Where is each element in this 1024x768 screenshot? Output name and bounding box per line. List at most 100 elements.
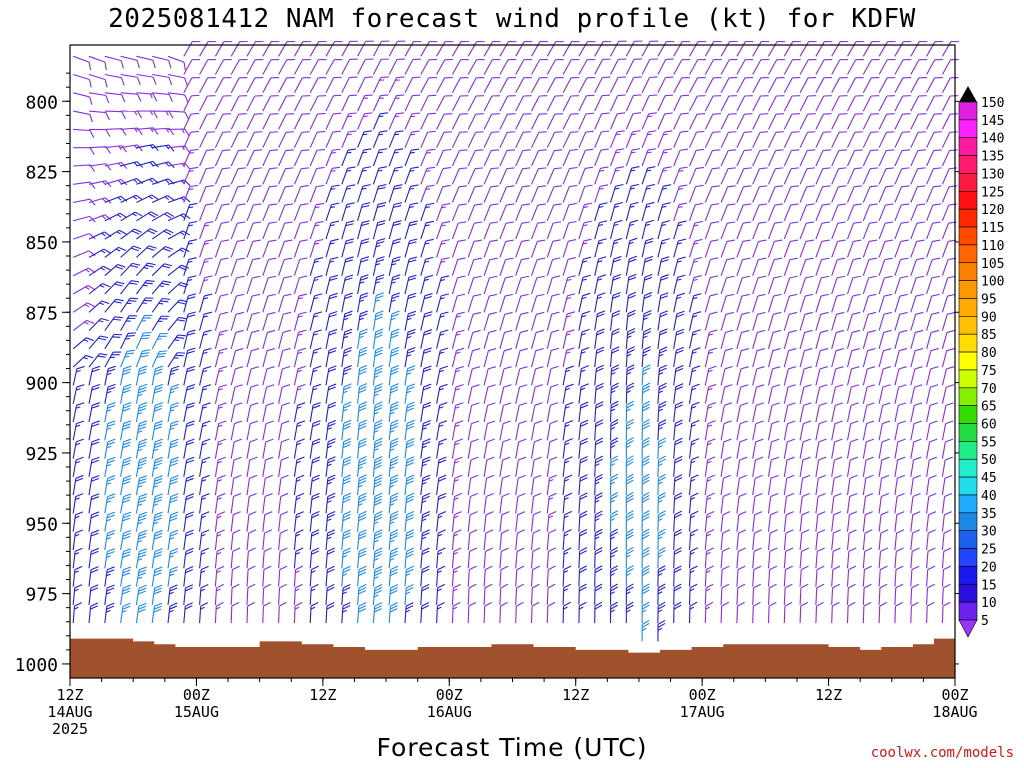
barb-flag xyxy=(343,440,351,446)
wind-barb xyxy=(704,474,715,496)
wind-barb xyxy=(420,202,435,221)
wind-barb xyxy=(625,183,640,203)
barb-flag xyxy=(311,532,320,537)
wind-barb xyxy=(562,365,575,386)
barb-flag xyxy=(570,95,579,97)
terrain xyxy=(70,638,955,678)
barb-flag xyxy=(390,422,399,427)
barb-flag xyxy=(626,364,635,369)
wind-barb xyxy=(483,529,494,551)
barb-flag xyxy=(658,419,667,424)
wind-barb xyxy=(562,329,575,349)
barb-flag xyxy=(302,41,311,43)
wind-barb xyxy=(515,474,526,496)
barb-flag xyxy=(523,77,532,79)
barb-flag xyxy=(389,480,398,485)
wind-barb xyxy=(530,275,545,295)
wind-barb xyxy=(73,181,96,189)
wind-barb xyxy=(341,328,353,349)
wind-barb xyxy=(72,384,85,404)
wind-barb xyxy=(641,40,659,57)
wind-barb xyxy=(404,58,421,75)
barb-half-flag xyxy=(202,351,208,355)
barb-half-flag xyxy=(565,387,570,391)
barb-flag xyxy=(122,517,131,522)
barb-staff xyxy=(404,77,414,94)
barb-flag xyxy=(381,40,390,42)
barb-flag xyxy=(626,400,635,406)
barb-flag xyxy=(312,423,321,427)
barb-flag xyxy=(390,407,398,412)
wind-barb xyxy=(562,383,574,404)
barb-flag xyxy=(663,148,673,151)
wind-barb xyxy=(388,584,399,605)
barb-staff xyxy=(451,95,461,112)
wind-barb xyxy=(688,510,699,532)
barb-flag xyxy=(184,162,191,170)
wind-barb xyxy=(120,110,143,119)
wind-barb xyxy=(325,220,340,240)
barb-flag xyxy=(311,514,320,519)
barb-flag xyxy=(473,257,482,261)
barb-flag xyxy=(519,348,528,352)
barb-half-flag xyxy=(690,478,696,482)
wind-barb xyxy=(673,455,683,477)
barb-staff xyxy=(262,405,267,423)
wind-barb xyxy=(293,239,308,258)
barb-flag xyxy=(148,245,157,249)
wind-barb xyxy=(499,203,515,222)
barb-flag xyxy=(278,601,287,607)
wind-barb xyxy=(594,364,605,386)
barb-half-flag xyxy=(326,518,332,522)
barb-half-flag xyxy=(566,278,572,282)
wind-barb xyxy=(594,547,603,569)
barb-flag xyxy=(551,311,560,315)
wind-barb xyxy=(372,419,383,441)
barb-flag xyxy=(594,531,603,537)
barb-flag xyxy=(148,212,156,218)
barb-flag xyxy=(569,184,578,188)
barb-half-flag xyxy=(216,588,221,592)
wind-barb xyxy=(151,602,163,624)
wind-barb xyxy=(641,528,650,551)
barb-flag xyxy=(405,586,414,592)
wind-barb xyxy=(562,202,577,221)
barb-flag xyxy=(438,511,447,516)
barb-flag xyxy=(641,491,650,497)
barb-half-flag xyxy=(594,499,600,503)
barb-flag xyxy=(170,475,179,479)
barb-flag xyxy=(506,203,515,206)
barb-flag xyxy=(138,499,147,504)
barb-staff xyxy=(467,150,476,167)
barb-flag xyxy=(119,229,127,235)
wind-barb xyxy=(578,274,591,295)
wind-barb xyxy=(357,76,374,94)
wind-barb xyxy=(530,293,545,313)
barb-flag xyxy=(611,331,620,336)
barb-half-flag xyxy=(426,152,431,154)
barb-staff xyxy=(530,459,535,477)
barb-flag xyxy=(154,478,163,482)
wind-barb xyxy=(689,59,706,75)
barb-flag xyxy=(169,550,178,555)
wind-barb xyxy=(641,130,657,148)
barb-flag xyxy=(345,274,354,278)
barb-flag xyxy=(138,566,147,571)
wind-barb xyxy=(515,41,533,57)
barb-flag xyxy=(594,513,603,519)
barb-flag xyxy=(90,587,99,592)
wind-barb xyxy=(657,382,667,404)
barb-flag xyxy=(485,547,494,552)
wind-barb xyxy=(357,166,372,185)
barb-flag xyxy=(406,474,415,479)
barb-half-flag xyxy=(425,224,430,227)
barb-half-flag xyxy=(690,497,696,500)
barb-flag xyxy=(567,275,576,279)
barb-half-flag xyxy=(153,485,159,488)
barb-flag xyxy=(154,496,163,501)
wind-barb xyxy=(546,239,561,258)
barb-half-flag xyxy=(106,409,112,412)
wind-barb xyxy=(278,456,289,477)
barb-flag xyxy=(299,239,308,242)
barb-flag xyxy=(284,221,293,224)
